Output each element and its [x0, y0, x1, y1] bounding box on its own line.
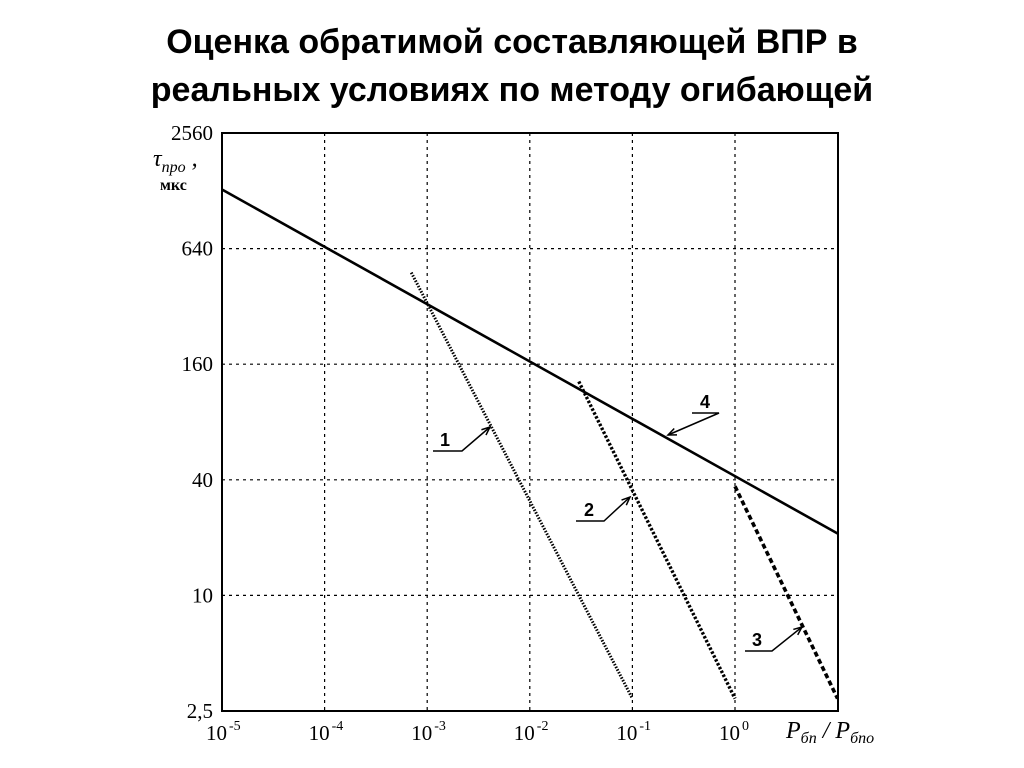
chart-series	[222, 188, 838, 700]
chart-grid	[222, 133, 838, 711]
x-tick-label: 10 -3	[411, 719, 446, 745]
y-tick-label: 160	[182, 352, 214, 376]
series-line-4	[222, 188, 838, 535]
series-line-2	[577, 380, 737, 700]
y-axis-label: τпро ,	[153, 146, 198, 176]
x-tick-label: 10 -1	[616, 719, 651, 745]
curve-label-4: 4	[700, 392, 710, 412]
slide-title: Оценка обратимой составляющей ВПР в реал…	[40, 18, 984, 114]
series-line-1	[409, 271, 634, 700]
annotation-leader-2	[576, 496, 631, 522]
annotation-leader-4	[667, 412, 720, 436]
annotation-arrow-2	[621, 495, 632, 506]
x-tick-label: 10 -4	[309, 719, 344, 745]
plot-frame	[221, 132, 839, 712]
y-tick-label: 2560	[171, 121, 213, 145]
x-tick-label: 10 -5	[206, 719, 241, 745]
x-axis-label: Pбп / Pбпо	[785, 718, 874, 747]
curve-annotations: 1 2 3 4	[433, 392, 804, 652]
curve-label-1: 1	[440, 430, 450, 450]
annotation-arrow-4	[666, 427, 678, 436]
annotation-arrow-3	[793, 625, 804, 636]
curve-label-2: 2	[584, 500, 594, 520]
x-tick-label: 10 -2	[514, 719, 549, 745]
y-axis-unit: мкс	[160, 177, 187, 194]
title-line-1: Оценка обратимой составляющей ВПР в	[166, 23, 858, 61]
annotation-leader-3	[745, 626, 803, 652]
curve-label-3: 3	[752, 630, 762, 650]
annotation-leader-1	[433, 426, 491, 452]
annotation-arrow-1	[481, 425, 492, 436]
x-tick-labels: 10 -5 10 -4 10 -3 10 -2 10 -1 10 0	[206, 719, 749, 745]
title-line-2: реальных условиях по методу огибающей	[150, 71, 874, 109]
series-line-3	[733, 485, 838, 700]
y-tick-label: 10	[192, 583, 213, 607]
y-tick-label: 40	[192, 468, 213, 492]
y-tick-label: 640	[182, 237, 214, 261]
y-tick-label: 2,5	[187, 699, 213, 723]
x-tick-label: 10 0	[719, 719, 749, 745]
y-tick-labels: 2,5 10 40 160 640 2560	[171, 121, 213, 723]
